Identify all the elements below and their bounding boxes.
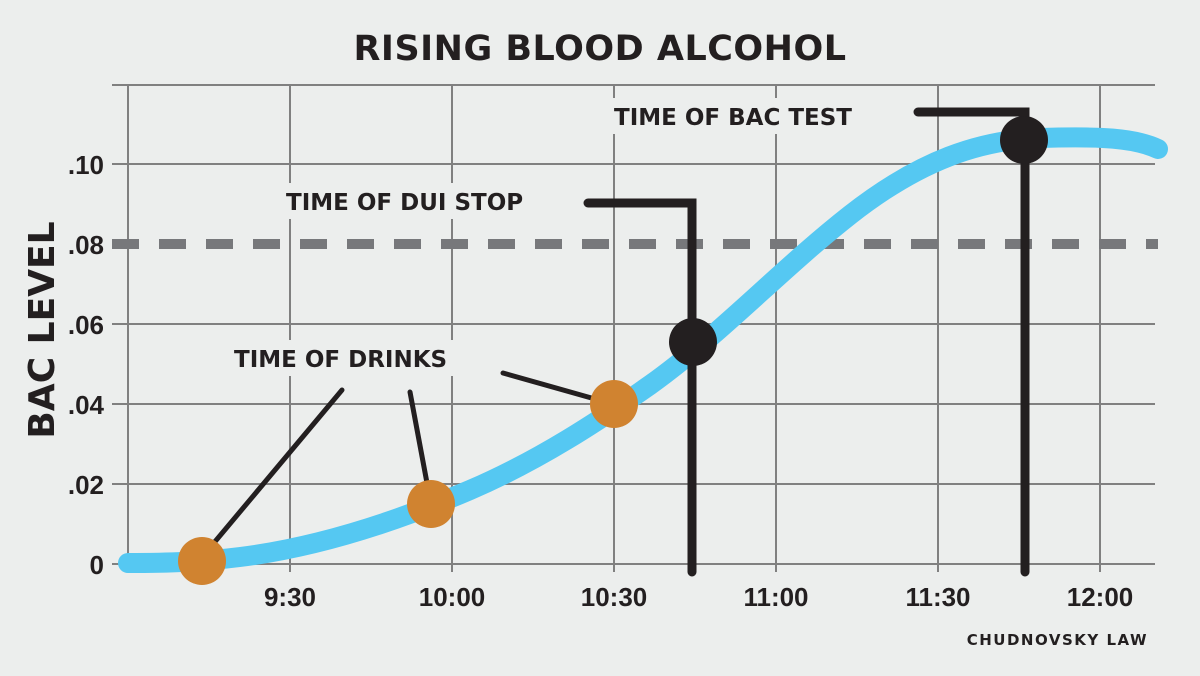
annotation-bac-test: TIME OF BAC TEST bbox=[614, 105, 852, 131]
x-tick: 11:00 bbox=[743, 582, 808, 612]
x-tick: 9:30 bbox=[264, 582, 316, 612]
drink-marker bbox=[590, 380, 638, 428]
bac-test-bracket bbox=[913, 107, 1030, 577]
dui-stop-marker bbox=[669, 318, 717, 366]
annotation-dui-stop: TIME OF DUI STOP bbox=[286, 190, 523, 216]
label-bg-bac bbox=[612, 98, 910, 134]
x-tick: 11:30 bbox=[905, 582, 970, 612]
dui-stop-bracket bbox=[583, 198, 697, 577]
drink-marker bbox=[407, 480, 455, 528]
y-tick: .04 bbox=[68, 390, 105, 420]
drink-marker bbox=[178, 537, 226, 585]
x-ticks: 9:30 10:00 10:30 11:00 11:30 12:00 bbox=[264, 582, 1133, 612]
bac-test-marker bbox=[1000, 116, 1048, 164]
drink-leader-2 bbox=[407, 389, 430, 486]
y-tick: .06 bbox=[68, 310, 104, 340]
label-bg-dui bbox=[284, 183, 576, 219]
label-bg-drinks bbox=[232, 340, 494, 376]
annotation-drinks: TIME OF DRINKS bbox=[234, 347, 447, 373]
drink-leader-1 bbox=[210, 387, 345, 547]
credit-label: CHUDNOVSKY LAW bbox=[967, 631, 1148, 649]
y-tick: .08 bbox=[68, 230, 104, 260]
y-tick: .10 bbox=[68, 150, 104, 180]
x-tick: 12:00 bbox=[1067, 582, 1134, 612]
drink-leader-3 bbox=[500, 370, 598, 402]
x-tick: 10:00 bbox=[419, 582, 486, 612]
drinks-leaders bbox=[210, 370, 598, 547]
y-axis-label: BAC LEVEL bbox=[22, 221, 63, 438]
y-ticks: .10 .08 .06 .04 .02 0 bbox=[68, 150, 105, 580]
y-tick: .02 bbox=[68, 470, 104, 500]
x-tick: 10:30 bbox=[581, 582, 648, 612]
y-tick: 0 bbox=[90, 550, 104, 580]
grid bbox=[112, 84, 1155, 572]
chart-title: RISING BLOOD ALCOHOL bbox=[353, 29, 846, 69]
